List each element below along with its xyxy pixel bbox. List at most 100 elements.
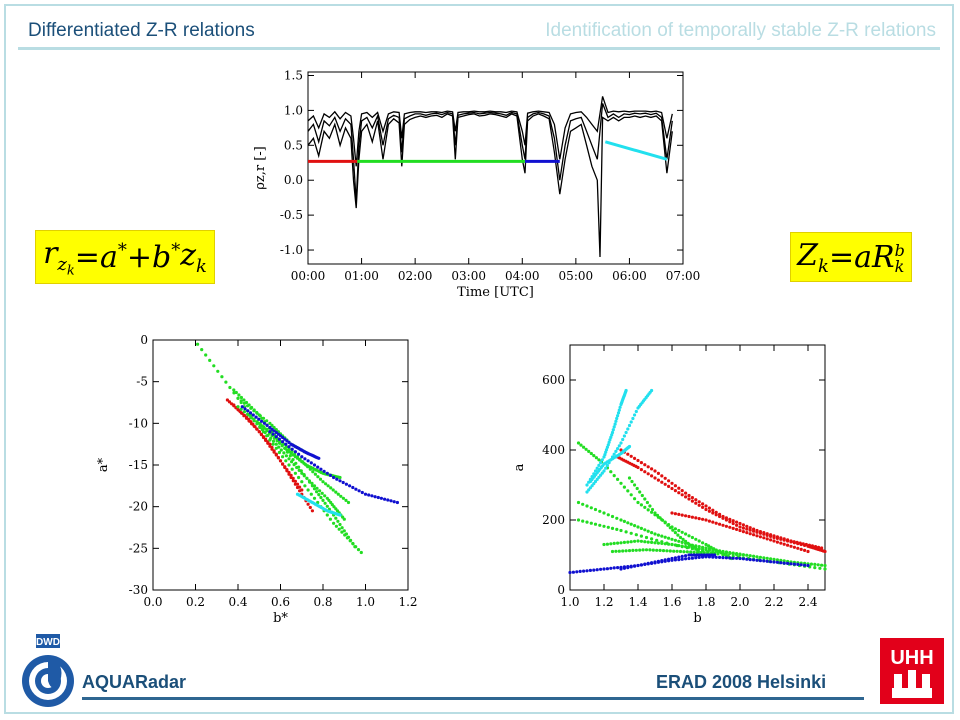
point-blue [673,556,677,560]
x-tick-label: 2.0 [730,595,749,609]
point-green [331,488,335,492]
point-blue [792,562,796,566]
point-cyan [602,469,606,473]
point-green [823,567,827,571]
point-green [636,539,640,543]
footer-divider [82,697,864,700]
point-blue [684,557,688,561]
header-divider [18,47,940,50]
point-green [735,552,739,557]
point-red [711,508,715,512]
point-green [265,419,269,423]
point-red [731,526,735,530]
point-green [680,540,684,544]
point-red [701,505,705,509]
point-green [277,445,281,449]
point-blue [707,553,711,557]
point-green [707,544,711,548]
point-green [297,468,301,472]
x-tick-label: 1.6 [662,595,681,609]
point-red [772,534,776,538]
point-green [295,455,300,459]
y-tick-label: 200 [542,513,565,527]
point-blue [748,558,752,562]
point-green [316,500,320,505]
point-green [626,540,630,544]
x-tick-label: 1.2 [398,595,417,609]
point-green [617,549,621,553]
plot-frame [307,71,684,265]
point-blue [316,465,320,469]
point-blue [281,440,285,444]
point-green [242,401,246,405]
point-red [804,542,808,547]
point-green [711,549,715,553]
point-green [614,549,618,553]
point-blue [616,566,620,570]
point-green [655,513,660,517]
point-green [301,460,305,464]
point-green [342,517,346,521]
point-cyan [617,444,621,448]
point-green [589,521,593,525]
point-green [684,539,688,543]
point-blue [328,473,332,477]
point-green [242,410,246,414]
point-green [576,441,581,445]
point-green [284,454,288,458]
x-tick-label: 00:00 [291,269,326,283]
point-green [616,541,620,545]
point-green [694,547,698,551]
point-green [261,416,266,420]
point-red [745,524,749,528]
point-red [779,541,783,545]
footer-project-name: AQUARadar [82,672,187,692]
point-green [306,488,310,492]
point-green [634,533,638,537]
point-green [597,458,601,462]
correlation-time-series-chart: 00:00 01:00 02:00 03:00 04:00 05:00 06:00 07:00… [253,68,700,300]
point-blue [633,564,637,568]
point-green [650,537,654,541]
point-green [287,463,291,467]
point-green [673,527,677,531]
y-axis-label: ρz,r [-] [253,146,268,190]
point-green [813,566,817,570]
point-red [786,538,790,542]
point-green [668,549,672,553]
point-red [276,456,280,460]
point-green [260,428,264,432]
point-green [290,467,294,471]
point-blue [338,479,342,483]
point-red [748,526,752,530]
eq-lhs: rzk [43,235,75,279]
point-green [605,542,609,546]
point-green [319,495,323,500]
point-red [711,511,715,515]
point-blue [260,419,264,423]
point-green [196,342,200,346]
point-red [298,485,302,489]
point-green [340,526,344,530]
point-green [606,513,610,517]
point-blue [656,559,660,563]
x-tick-label: 2.4 [798,595,817,609]
point-blue [265,423,269,427]
point-green [650,510,654,514]
point-green [602,524,606,528]
point-green [258,422,262,426]
point-green [323,501,327,505]
point-blue [650,561,654,565]
point-red [274,453,278,457]
point-blue [306,459,310,463]
point-green [626,521,630,525]
point-green [327,498,331,502]
point-cyan [600,458,604,462]
point-blue [765,559,769,563]
point-red [285,468,289,472]
point-green [724,551,728,555]
point-green [645,500,649,505]
point-green [258,425,262,429]
point-green [334,524,338,528]
point-green [775,558,779,562]
